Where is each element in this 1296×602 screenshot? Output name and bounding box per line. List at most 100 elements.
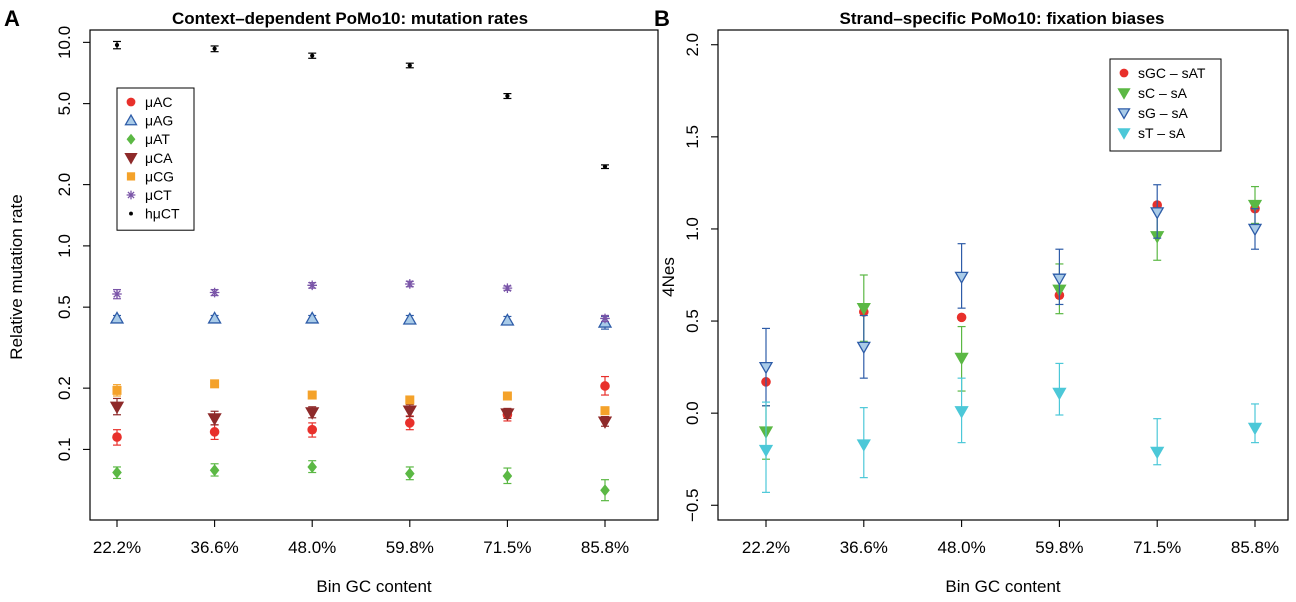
h-ct-point [212, 46, 217, 51]
ca-point [305, 407, 320, 420]
legend-ac-marker [126, 97, 136, 107]
ca-point [402, 405, 417, 418]
sg-sa-point [856, 341, 871, 355]
y-tick-label: 1.0 [55, 234, 74, 258]
x-tick-label: 36.6% [840, 538, 888, 557]
at-point [209, 464, 220, 477]
y-tick-label: 2.0 [55, 173, 74, 197]
at-point [307, 460, 317, 473]
h-ct-point [602, 164, 608, 169]
st-sa-point [1052, 387, 1067, 401]
x-tick-label: 71.5% [483, 538, 531, 557]
y-tick-label: 0.5 [55, 295, 74, 319]
x-tick-label: 59.8% [1035, 538, 1083, 557]
ac-point [405, 418, 415, 428]
legend-st-sa-label: sT – sA [1138, 125, 1186, 141]
sg-sa-point [1052, 273, 1067, 286]
at-point [112, 466, 122, 479]
ac-point [209, 427, 220, 437]
st-sa-point [1150, 446, 1165, 460]
panel-a: A Context–dependent PoMo10: mutation rat… [4, 6, 659, 596]
cg-point [210, 379, 220, 389]
y-tick-label: −0.5 [683, 488, 702, 522]
h-ct-point [310, 53, 315, 58]
ag-point [207, 311, 222, 324]
x-tick-label: 48.0% [288, 538, 336, 557]
panel-a-title: Context–dependent PoMo10: mutation rates [172, 9, 528, 28]
panel-b-marks [758, 184, 1263, 493]
sg-sa-point [758, 361, 774, 375]
ac-point [600, 381, 610, 391]
y-tick-label: 5.0 [55, 92, 74, 116]
cg-point [502, 391, 512, 401]
legend-sc-sa-marker [1117, 88, 1131, 100]
panel-a-legend: μAC μAG μAT μCA μCG μCT hμCT [116, 87, 195, 231]
ag-point [109, 311, 125, 324]
legend-st-sa-marker [1117, 128, 1131, 140]
ca-point [207, 413, 222, 426]
legend-h-ct-marker [129, 211, 133, 216]
st-sa-point [856, 439, 871, 452]
y-tick-label: 1.5 [683, 125, 702, 149]
x-tick-label: 22.2% [93, 538, 141, 557]
sg-sa-point [1247, 223, 1263, 237]
panel-b-legend: sGC – sAT sC – sA sG – sA sT – sA [1109, 58, 1222, 152]
panel-b-y-axis-label: 4Nes [659, 257, 678, 297]
ca-point [109, 401, 125, 415]
panel-a-y-axis-label: Relative mutation rate [7, 194, 26, 359]
panel-b-axes: 22.2% 36.6% 48.0% 59.8% 71.5% 85.8% −0.5 0.0 0.5… [683, 33, 1279, 557]
y-tick-label: 0.2 [55, 376, 74, 400]
ct-point [502, 283, 513, 293]
legend-cg-marker [126, 172, 136, 181]
legend-ct-marker [126, 190, 136, 200]
h-ct-point [407, 63, 412, 68]
ct-point [112, 289, 122, 299]
legend-ca-label: μCA [145, 150, 173, 166]
panel-a-plot-frame [89, 29, 659, 521]
sc-sa-point [1247, 199, 1263, 213]
legend-at-label: μAT [145, 131, 170, 147]
ct-point [307, 280, 317, 291]
x-tick-label: 71.5% [1133, 538, 1181, 557]
st-sa-point [954, 406, 969, 419]
y-tick-label: 0.0 [683, 401, 702, 425]
cg-point [307, 390, 317, 400]
x-tick-label: 22.2% [742, 538, 790, 557]
cg-point [600, 406, 610, 416]
panel-b-plot-frame [717, 29, 1289, 521]
x-tick-label: 59.8% [386, 538, 434, 557]
at-point [600, 484, 610, 497]
x-tick-label: 85.8% [1231, 538, 1279, 557]
legend-ac-label: μAC [145, 94, 173, 110]
legend-sg-sa-marker [1117, 108, 1131, 120]
legend-cg-label: μCG [145, 168, 174, 184]
panel-b-label: B [654, 6, 670, 31]
ct-point [600, 313, 610, 324]
st-sa-point [758, 444, 774, 458]
panel-b: B Strand–specific PoMo10: fixation biase… [654, 6, 1289, 596]
panel-a-marks [109, 40, 613, 502]
legend-ca-marker [124, 153, 138, 165]
ac-point [112, 432, 122, 442]
ca-point [597, 416, 613, 429]
cg-point [405, 395, 415, 405]
y-tick-label: 0.1 [55, 438, 74, 462]
ag-point [500, 313, 515, 326]
ca-point [500, 408, 515, 421]
legend-box [1109, 58, 1222, 152]
x-tick-label: 48.0% [937, 538, 985, 557]
legend-ag-label: μAG [145, 113, 173, 129]
panel-a-x-axis-label: Bin GC content [316, 577, 432, 596]
legend-sc-sa-label: sC – sA [1138, 85, 1188, 101]
sg-sa-point [954, 271, 969, 285]
panel-a-axes: 22.2% 36.6% 48.0% 59.8% 71.5% 85.8% 0.1 0.2 0.5 1… [55, 26, 629, 557]
legend-h-ct-label: hμCT [145, 206, 180, 222]
ag-point [402, 312, 417, 325]
ac-point [307, 424, 318, 435]
sc-sa-point [856, 303, 871, 316]
h-ct-point [114, 42, 120, 48]
y-tick-label: 10.0 [55, 26, 74, 59]
legend-sgc-sat-marker [1119, 68, 1129, 78]
panel-a-label: A [4, 6, 20, 31]
